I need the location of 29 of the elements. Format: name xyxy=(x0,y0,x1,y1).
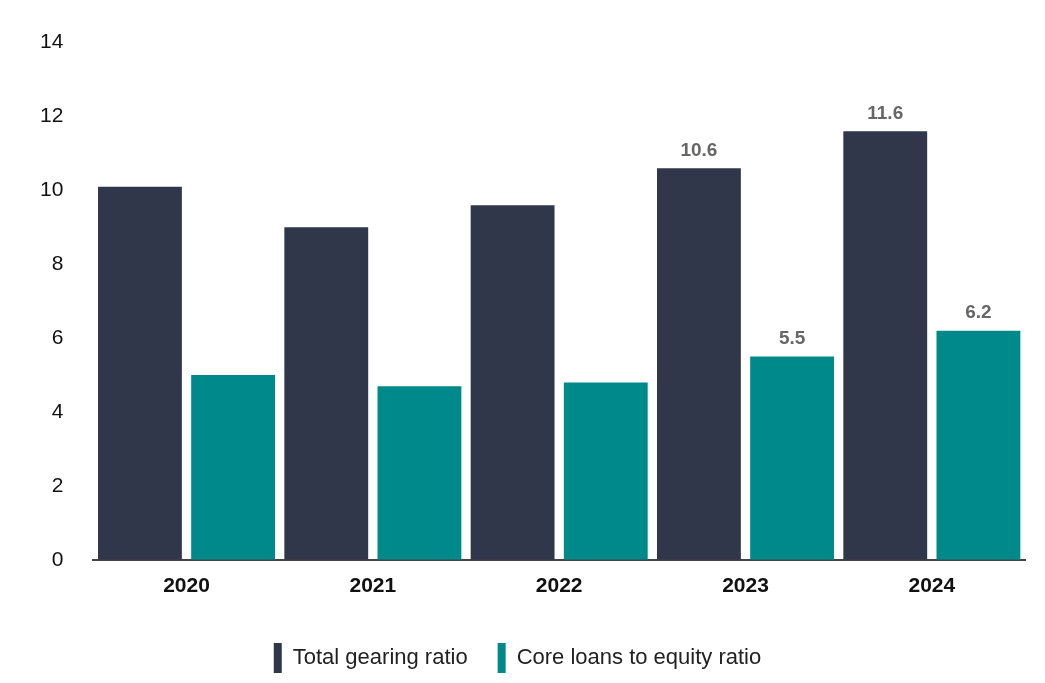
data-label: 10.6 xyxy=(680,138,718,160)
y-tick-label: 12 xyxy=(40,103,64,127)
data-label: 11.6 xyxy=(867,102,904,123)
y-tick-label: 14 xyxy=(40,29,64,53)
bar xyxy=(936,330,1021,560)
data-label: 5.5 xyxy=(778,327,806,349)
y-tick-label: 0 xyxy=(51,546,64,570)
bar xyxy=(377,386,462,560)
bar xyxy=(98,186,182,560)
x-tick-label: 2023 xyxy=(722,573,769,597)
legend-label: Total gearing ratio xyxy=(292,644,468,670)
data-label: 6.2 xyxy=(965,301,992,323)
bar xyxy=(750,356,835,560)
x-tick-label: 2021 xyxy=(349,573,397,597)
y-tick-label: 8 xyxy=(51,251,64,275)
bar xyxy=(657,168,741,560)
bar xyxy=(563,382,648,560)
bar xyxy=(843,131,928,560)
x-tick-label: 2020 xyxy=(163,573,210,597)
bar xyxy=(284,227,369,560)
y-tick-label: 4 xyxy=(51,398,64,422)
y-tick-label: 2 xyxy=(51,472,64,496)
bar xyxy=(470,205,555,560)
y-tick-label: 10 xyxy=(40,177,64,201)
x-tick-label: 2024 xyxy=(908,573,956,597)
legend-label: Core loans to equity ratio xyxy=(516,644,762,670)
bar xyxy=(191,375,276,560)
y-tick-label: 6 xyxy=(51,324,64,348)
x-tick-label: 2022 xyxy=(535,573,583,597)
